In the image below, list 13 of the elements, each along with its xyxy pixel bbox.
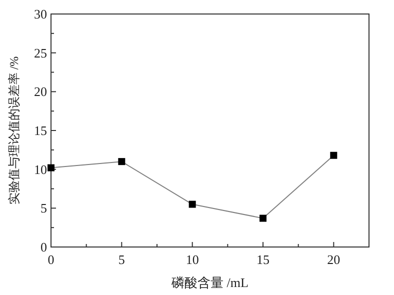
x-tick-label: 5 (118, 252, 125, 267)
y-tick-label: 15 (34, 123, 47, 138)
x-tick-label: 10 (186, 252, 199, 267)
y-tick-label: 0 (40, 240, 47, 254)
y-tick-label: 5 (40, 200, 47, 216)
y-tick-label: 20 (34, 84, 47, 100)
y-axis-title: 实验值与理论值的误差率 /% (7, 56, 21, 205)
y-tick-label: 30 (34, 6, 47, 22)
x-tick-label: 20 (327, 252, 340, 267)
x-axis-title: 磷酸含量 /mL (170, 275, 249, 290)
y-tick-label: 10 (34, 162, 47, 177)
x-tick-label: 15 (256, 252, 270, 267)
y-tick-label: 25 (34, 45, 47, 60)
